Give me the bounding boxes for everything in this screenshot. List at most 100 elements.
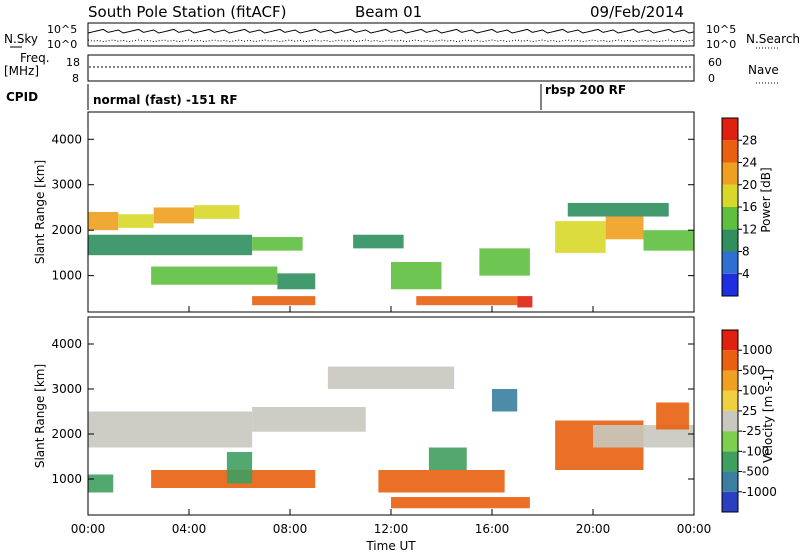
data-band <box>194 205 240 219</box>
freq-label-1: Freq. <box>20 51 50 65</box>
data-band <box>252 296 316 306</box>
colorbar-cell <box>722 410 738 432</box>
cpid-mode-2: rbsp 200 RF <box>545 83 626 97</box>
data-band <box>479 248 530 276</box>
power-colorbar-title: Power [dB] <box>759 167 773 232</box>
colorbar-tick-label: -1000 <box>742 485 777 499</box>
data-band <box>567 202 669 217</box>
data-band <box>605 216 644 240</box>
y-tick-label: 3000 <box>51 178 82 192</box>
data-band <box>88 474 114 493</box>
colorbar-tick-label: 4 <box>742 267 750 281</box>
data-band <box>226 452 253 484</box>
data-band <box>151 266 278 285</box>
data-band <box>353 234 404 249</box>
colorbar-cell <box>722 330 738 351</box>
colorbar-cell <box>722 207 738 230</box>
colorbar-tick-label: 24 <box>742 156 757 170</box>
data-band <box>643 230 694 251</box>
beam-label: Beam 01 <box>355 3 422 21</box>
data-band <box>153 207 195 224</box>
x-tick-label: 00:00 <box>677 522 712 536</box>
nsearch-bottom-tick: 10^0 <box>706 38 736 51</box>
colorbar-tick-label: 28 <box>742 133 757 147</box>
colorbar-cell <box>722 118 738 141</box>
time-x-axis: 00:00 04:00 08:00 12:00 16:00 20:00 00:00 <box>71 306 712 536</box>
power-y-axis: 1000 2000 3000 4000 <box>51 132 694 283</box>
data-band <box>378 470 505 493</box>
station-title: South Pole Station (fitACF) <box>88 3 286 21</box>
nsky-label: N.Sky <box>4 32 38 46</box>
data-band <box>555 221 606 253</box>
data-band <box>492 389 518 412</box>
colorbar-cell <box>722 140 738 163</box>
data-band <box>118 214 154 228</box>
y-tick-label: 2000 <box>51 427 82 441</box>
cpid-mode-1: normal (fast) -151 RF <box>93 93 238 107</box>
colorbar-tick-label: 12 <box>742 222 757 236</box>
power-plot <box>88 202 694 308</box>
data-band <box>252 237 303 251</box>
nave-bottom-tick: 0 <box>708 72 715 85</box>
nave-label: Nave <box>748 63 779 77</box>
data-band <box>416 296 518 306</box>
colorbar-cell <box>722 251 738 274</box>
nsky-line <box>87 28 695 34</box>
x-tick-label: 20:00 <box>576 522 611 536</box>
colorbar-cell <box>722 471 738 492</box>
data-band <box>88 234 253 256</box>
nsearch-top-tick: 10^5 <box>706 23 736 36</box>
nsky-bottom-tick: 10^0 <box>47 38 77 51</box>
x-tick-label: 08:00 <box>273 522 308 536</box>
freq-bottom-tick: 8 <box>72 72 79 85</box>
colorbar-tick-label: -100 <box>742 444 769 458</box>
colorbar-cell <box>722 184 738 207</box>
y-tick-label: 3000 <box>51 382 82 396</box>
data-band <box>517 296 533 308</box>
colorbar-tick-label: 100 <box>742 384 765 398</box>
colorbar-cell <box>722 451 738 472</box>
velocity-plot <box>88 366 694 509</box>
data-band <box>428 447 467 470</box>
data-band <box>391 497 530 509</box>
freq-strip-frame <box>87 54 695 82</box>
x-tick-label: 04:00 <box>172 522 207 536</box>
data-band <box>327 366 455 389</box>
colorbar-tick-label: 16 <box>742 200 757 214</box>
colorbar-tick-label: 500 <box>742 363 765 377</box>
colorbar-cell <box>722 431 738 452</box>
x-tick-label: 12:00 <box>374 522 409 536</box>
data-band <box>277 273 316 290</box>
data-band <box>593 425 694 448</box>
colorbar-tick-label: -500 <box>742 465 769 479</box>
data-band <box>88 212 119 231</box>
y-tick-label: 4000 <box>51 132 82 146</box>
date-label: 09/Feb/2014 <box>590 3 684 21</box>
x-tick-label: 16:00 <box>475 522 510 536</box>
colorbar-tick-label: -25 <box>742 424 762 438</box>
nsky-strip-frame <box>87 22 695 47</box>
nsearch-line <box>87 39 695 43</box>
x-axis-label: Time UT <box>365 539 416 553</box>
velocity-colorbar: 1000 500 100 25 -25 -100 -500 -1000 <box>721 329 777 513</box>
data-band <box>88 411 253 448</box>
velocity-colorbar-title: Velocity [m s-1] <box>761 369 775 463</box>
power-y-label: Slant Range [km] <box>33 160 47 264</box>
colorbar-cell <box>722 390 738 411</box>
y-tick-label: 1000 <box>51 472 82 486</box>
nave-top-tick: 60 <box>708 56 722 69</box>
colorbar-cell <box>722 273 738 296</box>
data-band <box>656 402 689 430</box>
y-tick-label: 2000 <box>51 223 82 237</box>
colorbar-cell <box>722 229 738 252</box>
colorbar-tick-label: 1000 <box>742 343 773 357</box>
colorbar-cell <box>722 370 738 391</box>
x-tick-label: 00:00 <box>71 522 106 536</box>
freq-label-2: [MHz] <box>4 64 39 78</box>
data-band <box>391 262 442 290</box>
colorbar-cell <box>722 491 738 512</box>
data-band <box>252 407 366 432</box>
freq-top-tick: 18 <box>66 56 80 69</box>
power-colorbar: 4 8 12 16 20 24 28 <box>721 117 757 297</box>
